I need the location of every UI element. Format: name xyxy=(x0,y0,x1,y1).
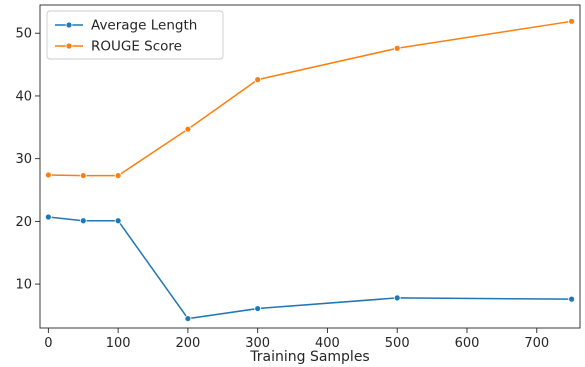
data-point-average-length xyxy=(44,213,52,221)
series-rouge-score xyxy=(44,17,576,179)
data-point-average-length xyxy=(114,217,122,225)
x-tick-label: 400 xyxy=(315,336,340,351)
data-point-rouge-score xyxy=(44,171,52,179)
data-point-rouge-score xyxy=(184,125,192,133)
y-axis: 10 20 30 40 50 xyxy=(15,27,40,293)
data-point-average-length xyxy=(568,295,576,303)
legend-item-rouge-score: ROUGE Score xyxy=(55,39,182,55)
legend-item-average-length: Average Length xyxy=(55,18,197,34)
data-point-rouge-score xyxy=(79,172,87,179)
y-tick-label: 10 xyxy=(15,278,32,293)
data-point-average-length xyxy=(254,305,262,312)
x-axis: 0 100 200 300 400 500 600 700 xyxy=(44,328,549,351)
data-point-average-length xyxy=(79,217,87,225)
x-tick-label: 100 xyxy=(106,336,131,351)
data-point-average-length xyxy=(393,294,401,302)
x-tick-label: 0 xyxy=(44,336,52,351)
x-tick-label: 600 xyxy=(455,336,480,351)
legend-swatch-marker xyxy=(65,42,73,50)
plot-frame xyxy=(39,4,581,329)
series-average-length xyxy=(44,213,576,322)
data-point-rouge-score xyxy=(568,17,576,25)
x-tick-label: 700 xyxy=(524,336,549,351)
y-tick-label: 20 xyxy=(15,215,32,230)
y-tick-label: 30 xyxy=(15,152,32,167)
legend-box xyxy=(46,10,224,60)
legend-swatch-marker xyxy=(65,21,73,29)
legend: Average Length ROUGE Score xyxy=(46,10,224,60)
legend-label: Average Length xyxy=(91,18,197,34)
series-line-average-length xyxy=(48,216,572,320)
data-point-average-length xyxy=(184,315,192,322)
y-tick-label: 40 xyxy=(15,89,32,104)
x-tick-label: 500 xyxy=(385,336,410,351)
legend-label: ROUGE Score xyxy=(91,39,182,55)
data-point-rouge-score xyxy=(393,44,401,52)
y-tick-label: 50 xyxy=(15,27,32,42)
x-tick-label: 300 xyxy=(245,336,270,351)
x-axis-label: Training Samples xyxy=(249,349,369,365)
data-point-rouge-score xyxy=(254,76,262,84)
data-point-rouge-score xyxy=(114,172,122,179)
plot-area xyxy=(39,4,581,329)
x-tick-label: 200 xyxy=(175,336,200,351)
